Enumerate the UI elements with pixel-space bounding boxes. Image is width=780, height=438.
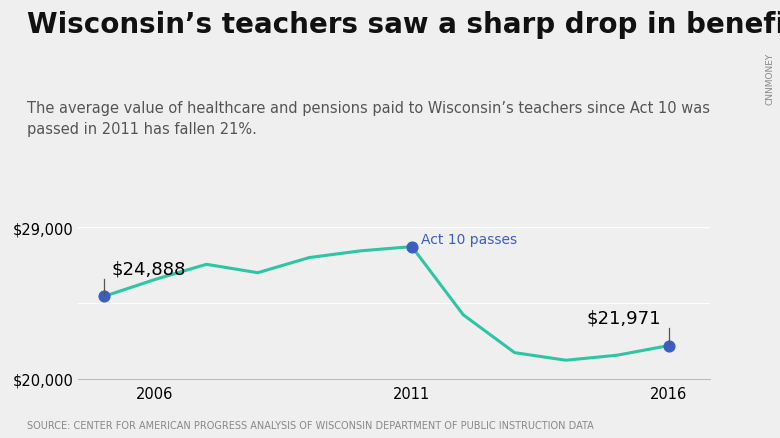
Point [406, 244, 418, 251]
Point [98, 293, 110, 300]
Point [662, 342, 675, 349]
Text: $24,888: $24,888 [112, 260, 186, 278]
Text: Act 10 passes: Act 10 passes [421, 232, 517, 246]
Text: CNNMONEY: CNNMONEY [765, 53, 775, 105]
Text: SOURCE: CENTER FOR AMERICAN PROGRESS ANALYSIS OF WISCONSIN DEPARTMENT OF PUBLIC : SOURCE: CENTER FOR AMERICAN PROGRESS ANA… [27, 420, 594, 430]
Text: $21,971: $21,971 [587, 308, 661, 326]
Text: Wisconsin’s teachers saw a sharp drop in benefits: Wisconsin’s teachers saw a sharp drop in… [27, 11, 780, 39]
Text: The average value of healthcare and pensions paid to Wisconsin’s teachers since : The average value of healthcare and pens… [27, 101, 711, 137]
